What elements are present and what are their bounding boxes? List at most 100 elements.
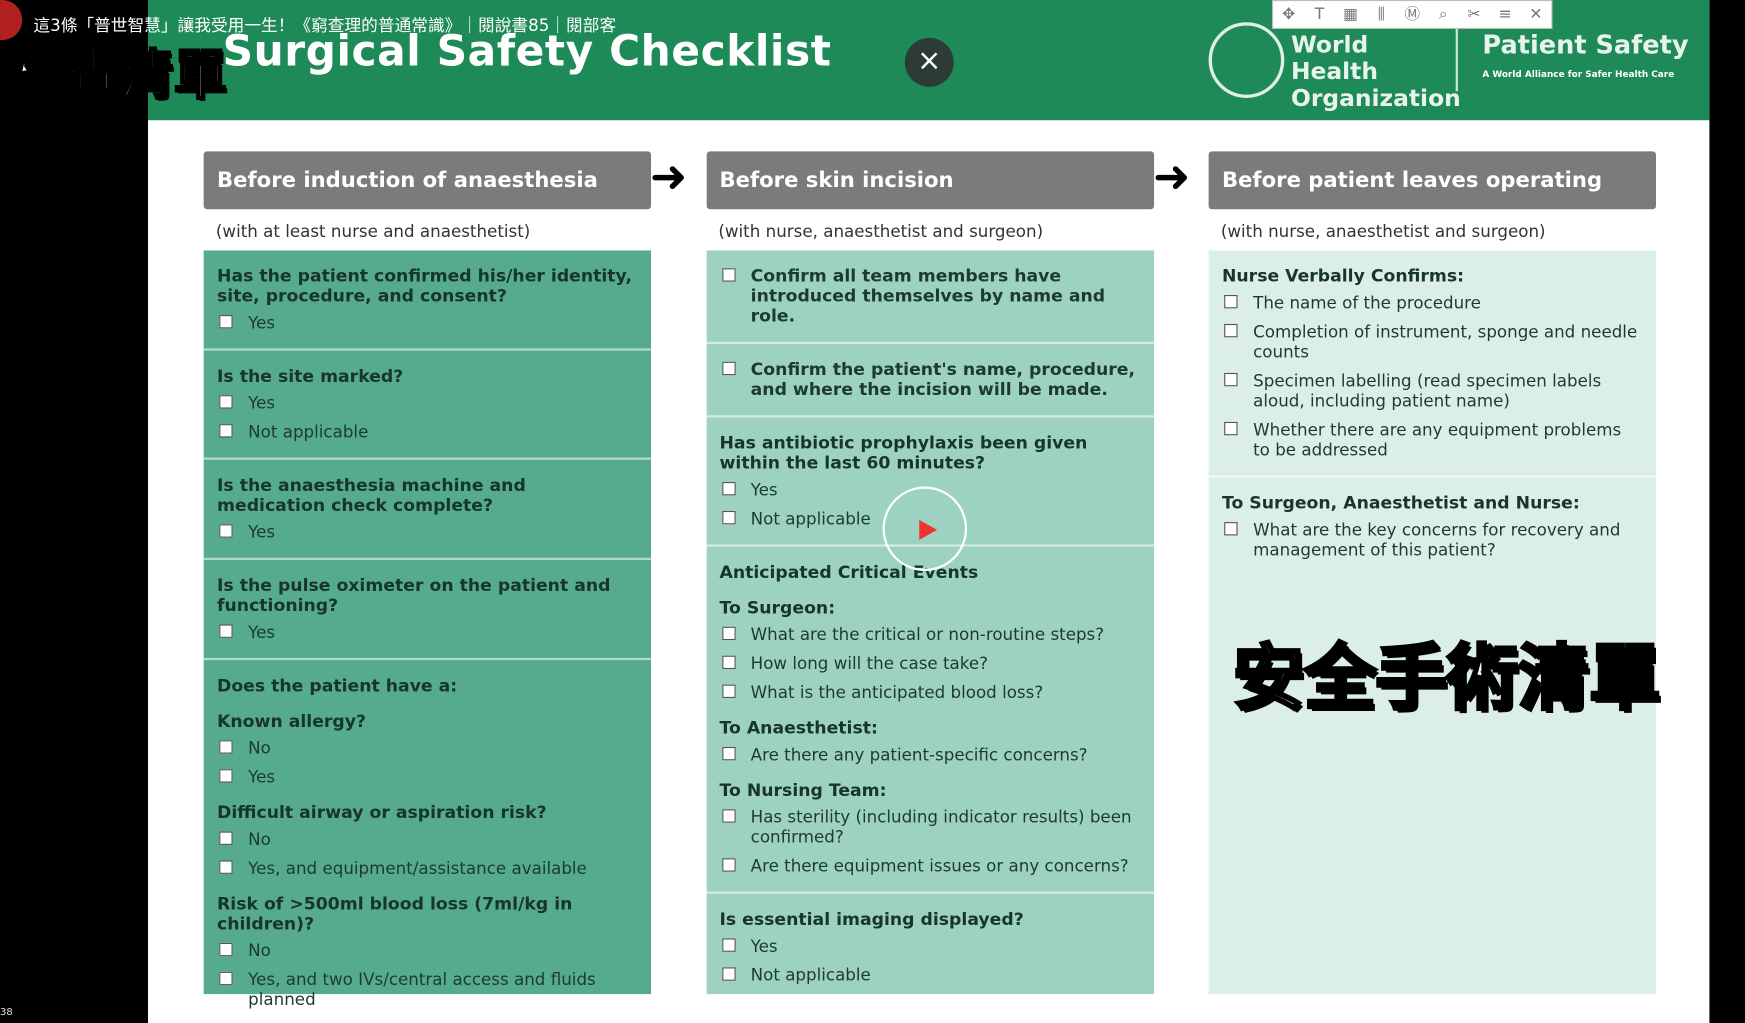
channel-icon[interactable] (0, 0, 23, 41)
check-item: Yes, and equipment/assistance available (217, 858, 638, 878)
check-item: Yes (719, 480, 1140, 500)
check-item: No (217, 941, 638, 961)
divider (1455, 28, 1458, 92)
section: Has antibiotic prophylaxis been given wi… (706, 417, 1154, 547)
check-item: Not applicable (719, 965, 1140, 985)
section: Has the patient confirmed his/her identi… (203, 250, 652, 351)
checkbox[interactable] (219, 624, 233, 638)
question: Risk of >500ml blood loss (7ml/kg in chi… (217, 893, 573, 934)
checkbox[interactable] (219, 971, 233, 986)
column-panel: Nurse Verbally Confirms: The name of the … (1208, 250, 1656, 995)
checklist-column: Before skin incision (with nurse, anaesth… (706, 151, 1154, 995)
tool-text[interactable]: T (1314, 5, 1325, 24)
check-item: Specimen labelling (read specimen labels… (1222, 371, 1643, 411)
subtitle: 安全手術清單 (1231, 636, 1662, 722)
question: To Surgeon: (719, 597, 836, 618)
check-item: No (217, 738, 638, 758)
check-item: What is the anticipated blood loss? (719, 682, 1140, 702)
column-header: Before patient leaves operating room (1208, 151, 1656, 250)
checkbox[interactable] (721, 510, 736, 525)
tool-search[interactable]: ⌕ (1438, 5, 1448, 24)
column-note: (with nurse, anaesthetist and surgeon) (1220, 221, 1546, 242)
check-item: What are the key concerns for recovery a… (1222, 520, 1643, 560)
check-item: Are there any patient-specific concerns? (719, 745, 1140, 765)
check-item: Confirm the patient's name, procedure, a… (719, 360, 1140, 400)
checkbox[interactable] (721, 482, 736, 496)
checkbox[interactable] (219, 831, 233, 845)
question: Is essential imaging displayed? (719, 909, 1024, 930)
tool-cut[interactable]: ✂ (1467, 5, 1481, 24)
check-item: Completion of instrument, sponge and nee… (1222, 322, 1643, 362)
check-item: Yes (719, 936, 1140, 956)
question: Does the patient have a: (217, 675, 458, 696)
checkbox[interactable] (1224, 294, 1238, 309)
checkbox[interactable] (721, 655, 736, 670)
check-item: Yes (217, 313, 638, 333)
check-item: What are the critical or non-routine ste… (719, 625, 1140, 645)
close-button[interactable]: × (904, 37, 954, 87)
checkbox[interactable] (721, 361, 736, 376)
tool-close[interactable]: ✕ (1529, 5, 1543, 24)
question: Is the anaesthesia machine and medicatio… (217, 475, 526, 516)
checklist-column: Before patient leaves operating room (wit… (1208, 151, 1656, 995)
play-button[interactable] (882, 486, 968, 572)
checkbox[interactable] (219, 424, 233, 438)
check-item: Has sterility (including indicator resul… (719, 807, 1140, 847)
who-logo (1208, 22, 1285, 98)
tool-menu[interactable]: ≡ (1498, 5, 1512, 24)
section: Is the anaesthesia machine and medicatio… (203, 460, 652, 560)
checkbox[interactable] (219, 524, 233, 538)
checkbox[interactable] (1224, 522, 1238, 536)
subtitle: 檢查清單 (12, 43, 228, 108)
checkbox[interactable] (1224, 421, 1238, 436)
checkbox[interactable] (1224, 323, 1238, 338)
checkbox[interactable] (721, 746, 736, 761)
checkbox[interactable] (721, 626, 736, 641)
check-item: Yes, and two IVs/central access and flui… (217, 970, 638, 1010)
check-item: Not applicable (217, 422, 638, 442)
check-item: The name of the procedure (1222, 293, 1643, 313)
check-item: Yes (217, 393, 638, 413)
arrow: ➜ (1152, 151, 1191, 203)
checkbox[interactable] (721, 684, 736, 698)
column-note: (with nurse, anaesthetist and surgeon) (718, 221, 1044, 242)
org-name: World Health Organization (1290, 31, 1461, 112)
checkbox[interactable] (721, 858, 736, 872)
checkbox[interactable] (219, 769, 233, 783)
checkbox[interactable] (219, 740, 233, 754)
question: Has the patient confirmed his/her identi… (217, 266, 633, 307)
section: Confirm all team members have introduced… (706, 250, 1154, 344)
question: Known allergy? (217, 711, 367, 732)
checkbox[interactable] (1224, 372, 1238, 387)
tool-move[interactable]: ✥ (1282, 5, 1296, 24)
check-item: Are there equipment issues or any concer… (719, 856, 1140, 876)
section: To Surgeon, Anaesthetist and Nurse: What … (1209, 478, 1656, 576)
question: Has antibiotic prophylaxis been given wi… (719, 433, 1088, 474)
checkbox[interactable] (721, 938, 736, 952)
checkbox[interactable] (219, 942, 233, 957)
question: Is the pulse oximeter on the patient and… (217, 575, 611, 616)
checklist-column: Before induction of anaesthesia (with at … (203, 151, 652, 1010)
check-item: How long will the case take? (719, 653, 1140, 673)
tool-columns[interactable]: ⫼ (1377, 5, 1385, 24)
section: Is essential imaging displayed? Yes Not ap… (706, 894, 1153, 1001)
check-item: Yes (217, 622, 638, 642)
tool-table[interactable]: ▦ (1343, 5, 1358, 24)
question: To Surgeon, Anaesthetist and Nurse: (1221, 493, 1580, 514)
checkbox[interactable] (721, 809, 736, 823)
check-item: Confirm all team members have introduced… (719, 266, 1140, 326)
checkbox[interactable] (219, 315, 233, 329)
section: Confirm the patient's name, procedure, a… (706, 344, 1154, 418)
checkbox[interactable] (219, 395, 233, 409)
section: Does the patient have a: Known allergy? No… (204, 660, 651, 1023)
question: Difficult airway or aspiration risk? (217, 802, 547, 823)
column-panel: Confirm all team members have introduced… (706, 250, 1154, 995)
question: To Nursing Team: (719, 780, 887, 801)
tool-m[interactable]: Ⓜ (1404, 5, 1421, 24)
checkbox[interactable] (721, 967, 736, 981)
brand-tagline: A World Alliance for Safer Health Care (1482, 69, 1675, 80)
checkbox[interactable] (219, 860, 233, 874)
checkbox[interactable] (721, 268, 736, 282)
section: Is the site marked? Yes Not applicable (203, 351, 652, 460)
